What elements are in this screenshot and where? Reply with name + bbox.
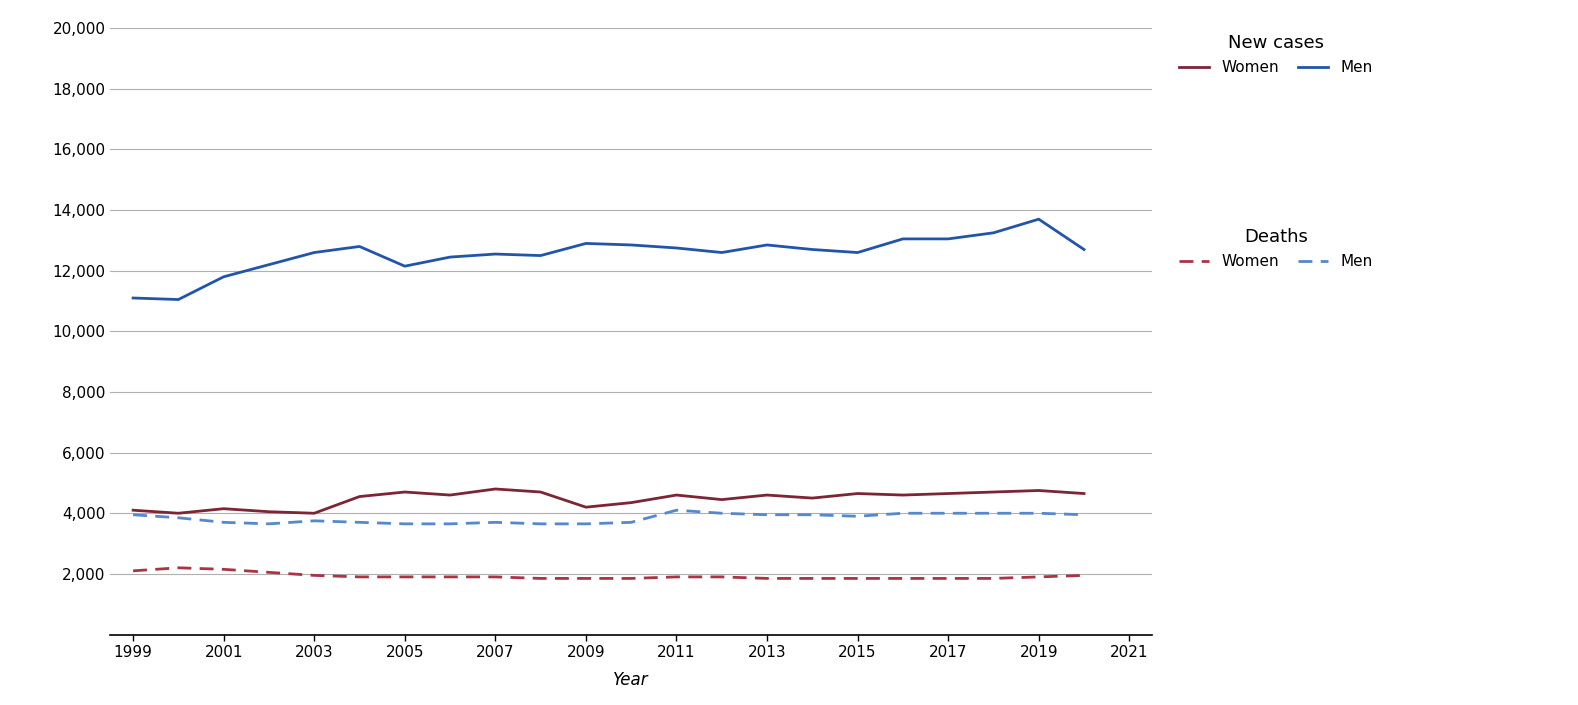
Legend: Women, Men: Women, Men [1172,222,1379,275]
X-axis label: Year: Year [614,671,649,689]
